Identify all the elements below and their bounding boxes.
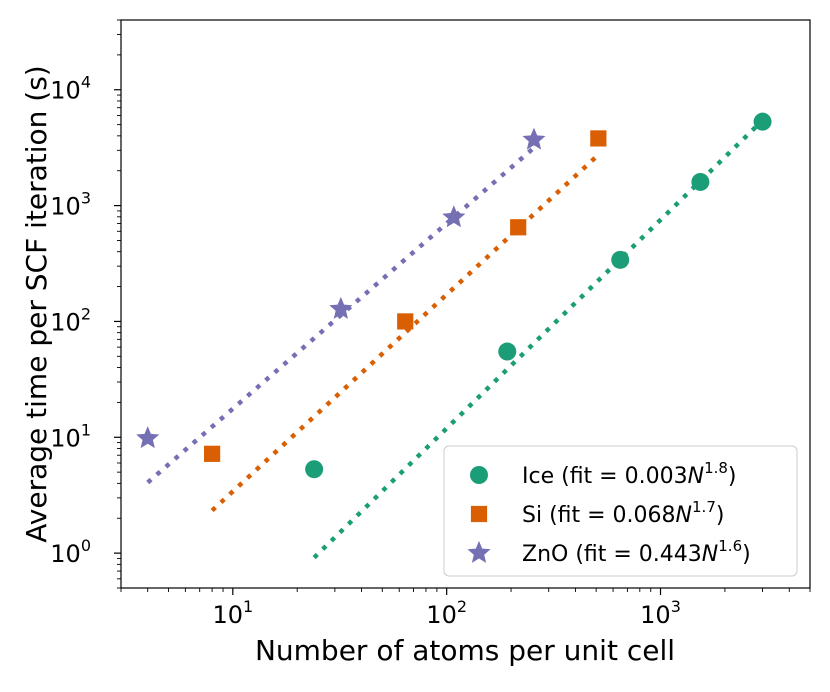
data-points [136,112,772,479]
ticks: 101 102 103 100 101 102 103 104 [50,19,811,629]
si-fit-line [210,153,600,513]
si-data-point [397,313,414,330]
y-tick-label: 104 [50,73,91,105]
ice-fit-line [312,118,765,560]
si-data-point [203,445,221,462]
si-data-point [510,219,527,236]
legend-zno-marker [467,540,491,563]
zno-fit-line [146,146,536,485]
plot-frame [120,19,811,589]
ice-data-point [305,460,324,479]
axes [120,19,811,589]
ice-data-point [753,112,772,131]
x-tick-label: 102 [426,597,467,629]
legend-zno-label: ZnO (fit = 0.443N1.6) [522,537,751,567]
si-data-point [590,130,607,147]
zno-data-point [329,296,353,319]
legend-ice-label: Ice (fit = 0.003N1.8) [522,459,737,489]
y-tick-label: 102 [50,304,91,336]
legend-si-marker [470,505,488,523]
axis-labels: Number of atoms per unit cell Average ti… [20,65,675,667]
x-tick-label: 103 [640,597,681,629]
zno-data-point [136,426,160,449]
y-tick-label: 100 [50,536,91,568]
y-tick-label: 103 [50,189,91,221]
ice-data-point [498,342,517,361]
y-tick-label: 101 [50,420,91,452]
zno-data-point [442,205,466,228]
legend: Ice (fit = 0.003N1.8) Si (fit = 0.068N1.7… [443,445,798,577]
x-axis-label: Number of atoms per unit cell [255,634,675,667]
x-tick-label: 101 [212,597,253,629]
ice-data-point [611,250,630,269]
legend-ice-marker [470,466,488,484]
ice-data-point [691,172,710,191]
y-axis-label: Average time per SCF iteration (s) [20,65,53,542]
legend-box [443,445,798,577]
zno-data-point [522,127,546,150]
legend-si-label: Si (fit = 0.068N1.7) [522,498,724,528]
fit-lines [146,118,765,560]
